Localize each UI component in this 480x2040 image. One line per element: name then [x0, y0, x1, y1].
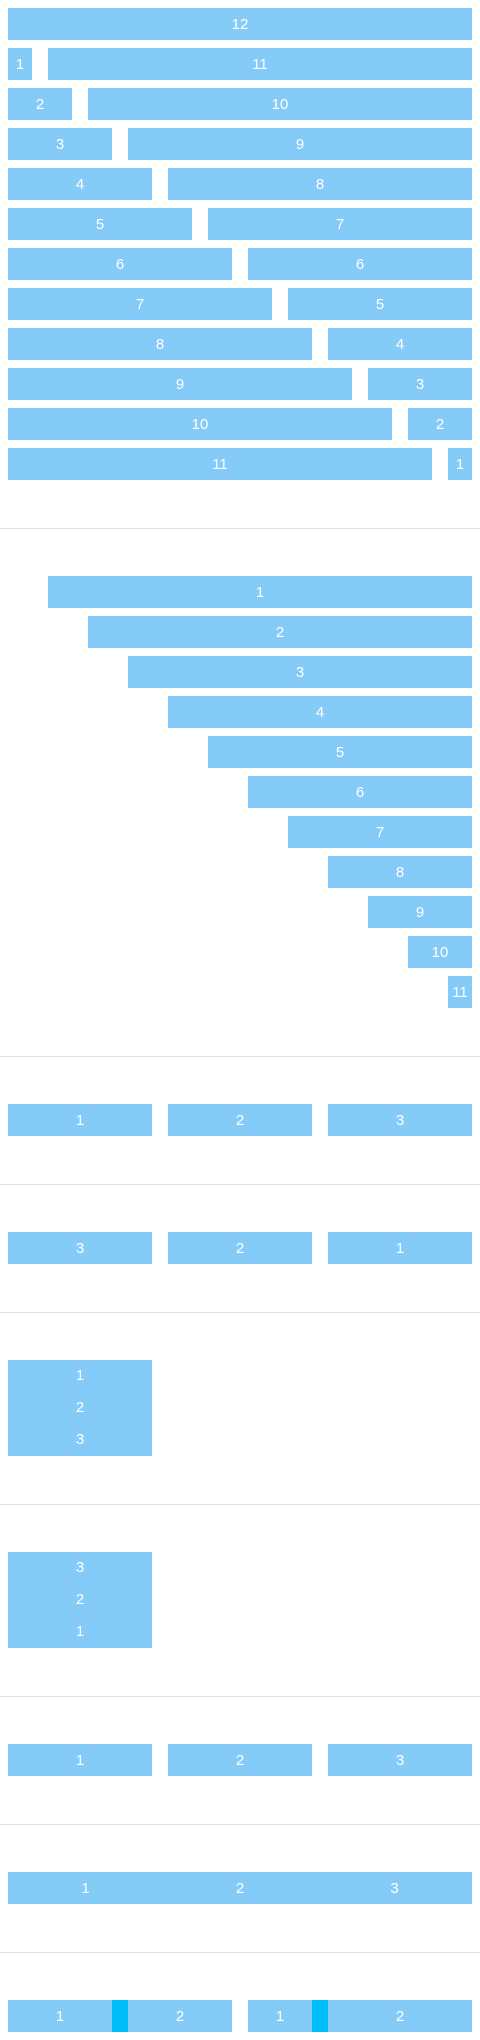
nested-left: 1 — [248, 2000, 312, 2032]
row-item: 2 — [168, 1744, 312, 1776]
column-block: 1 2 3 — [8, 1360, 152, 1456]
grid-cell: 3 — [8, 128, 112, 160]
grid-cell: 6 — [8, 248, 232, 280]
section-divider — [0, 1056, 480, 1057]
column-item: 3 — [75, 1559, 85, 1576]
offset-cell: 9 — [368, 896, 472, 928]
row-item: 2 — [168, 1232, 312, 1264]
offset-cell: 1 — [48, 576, 472, 608]
grid-cell: 11 — [8, 448, 432, 480]
offset-cell: 7 — [288, 816, 472, 848]
grid-cell: 7 — [208, 208, 472, 240]
section-divider — [0, 1952, 480, 1953]
section-divider — [0, 1824, 480, 1825]
column-item: 2 — [75, 1399, 85, 1416]
grid-cell: 5 — [8, 208, 192, 240]
row-item: 3 — [8, 1232, 152, 1264]
grid-cell: 7 — [8, 288, 272, 320]
grid-cell: 4 — [8, 168, 152, 200]
row-item: 1 — [8, 1104, 152, 1136]
grid-cell: 8 — [8, 328, 312, 360]
nested-right: 2 — [128, 2000, 232, 2032]
offset-cell: 3 — [128, 656, 472, 688]
row-item: 2 — [168, 1104, 312, 1136]
nested-separator — [312, 2000, 328, 2032]
column-item: 3 — [75, 1431, 85, 1448]
row-item: 1 — [328, 1232, 472, 1264]
column-item: 2 — [75, 1591, 85, 1608]
offset-cell: 6 — [248, 776, 472, 808]
grid-cell: 8 — [168, 168, 472, 200]
offset-cell: 8 — [328, 856, 472, 888]
section-divider — [0, 528, 480, 529]
grid-cell: 12 — [8, 8, 472, 40]
row-item: 1 — [8, 1872, 163, 1904]
grid-cell: 4 — [328, 328, 472, 360]
column-block: 3 2 1 — [8, 1552, 152, 1648]
grid-cell: 6 — [248, 248, 472, 280]
nested-left: 1 — [8, 2000, 112, 2032]
row-item: 3 — [317, 1872, 472, 1904]
offset-cell: 4 — [168, 696, 472, 728]
section-divider — [0, 1312, 480, 1313]
grid-cell: 10 — [88, 88, 472, 120]
grid-cell: 1 — [448, 448, 472, 480]
nested-right: 2 — [328, 2000, 472, 2032]
grid-cell: 9 — [8, 368, 352, 400]
row-item: 1 — [8, 1744, 152, 1776]
grid-cell: 1 — [8, 48, 32, 80]
offset-cell: 10 — [408, 936, 472, 968]
offset-cell: 5 — [208, 736, 472, 768]
section-divider — [0, 1504, 480, 1505]
section-divider — [0, 1184, 480, 1185]
grid-cell: 5 — [288, 288, 472, 320]
grid-cell: 3 — [368, 368, 472, 400]
grid-cell: 9 — [128, 128, 472, 160]
row-item: 2 — [163, 1872, 317, 1904]
grid-cell: 11 — [48, 48, 472, 80]
column-item: 1 — [75, 1623, 85, 1640]
grid-cell: 2 — [8, 88, 72, 120]
column-item: 1 — [75, 1367, 85, 1384]
offset-cell: 11 — [448, 976, 472, 1008]
row-item: 3 — [328, 1744, 472, 1776]
grid-cell: 10 — [8, 408, 392, 440]
row-item: 3 — [328, 1104, 472, 1136]
offset-cell: 2 — [88, 616, 472, 648]
section-divider — [0, 1696, 480, 1697]
grid-cell: 2 — [408, 408, 472, 440]
nested-separator — [112, 2000, 128, 2032]
